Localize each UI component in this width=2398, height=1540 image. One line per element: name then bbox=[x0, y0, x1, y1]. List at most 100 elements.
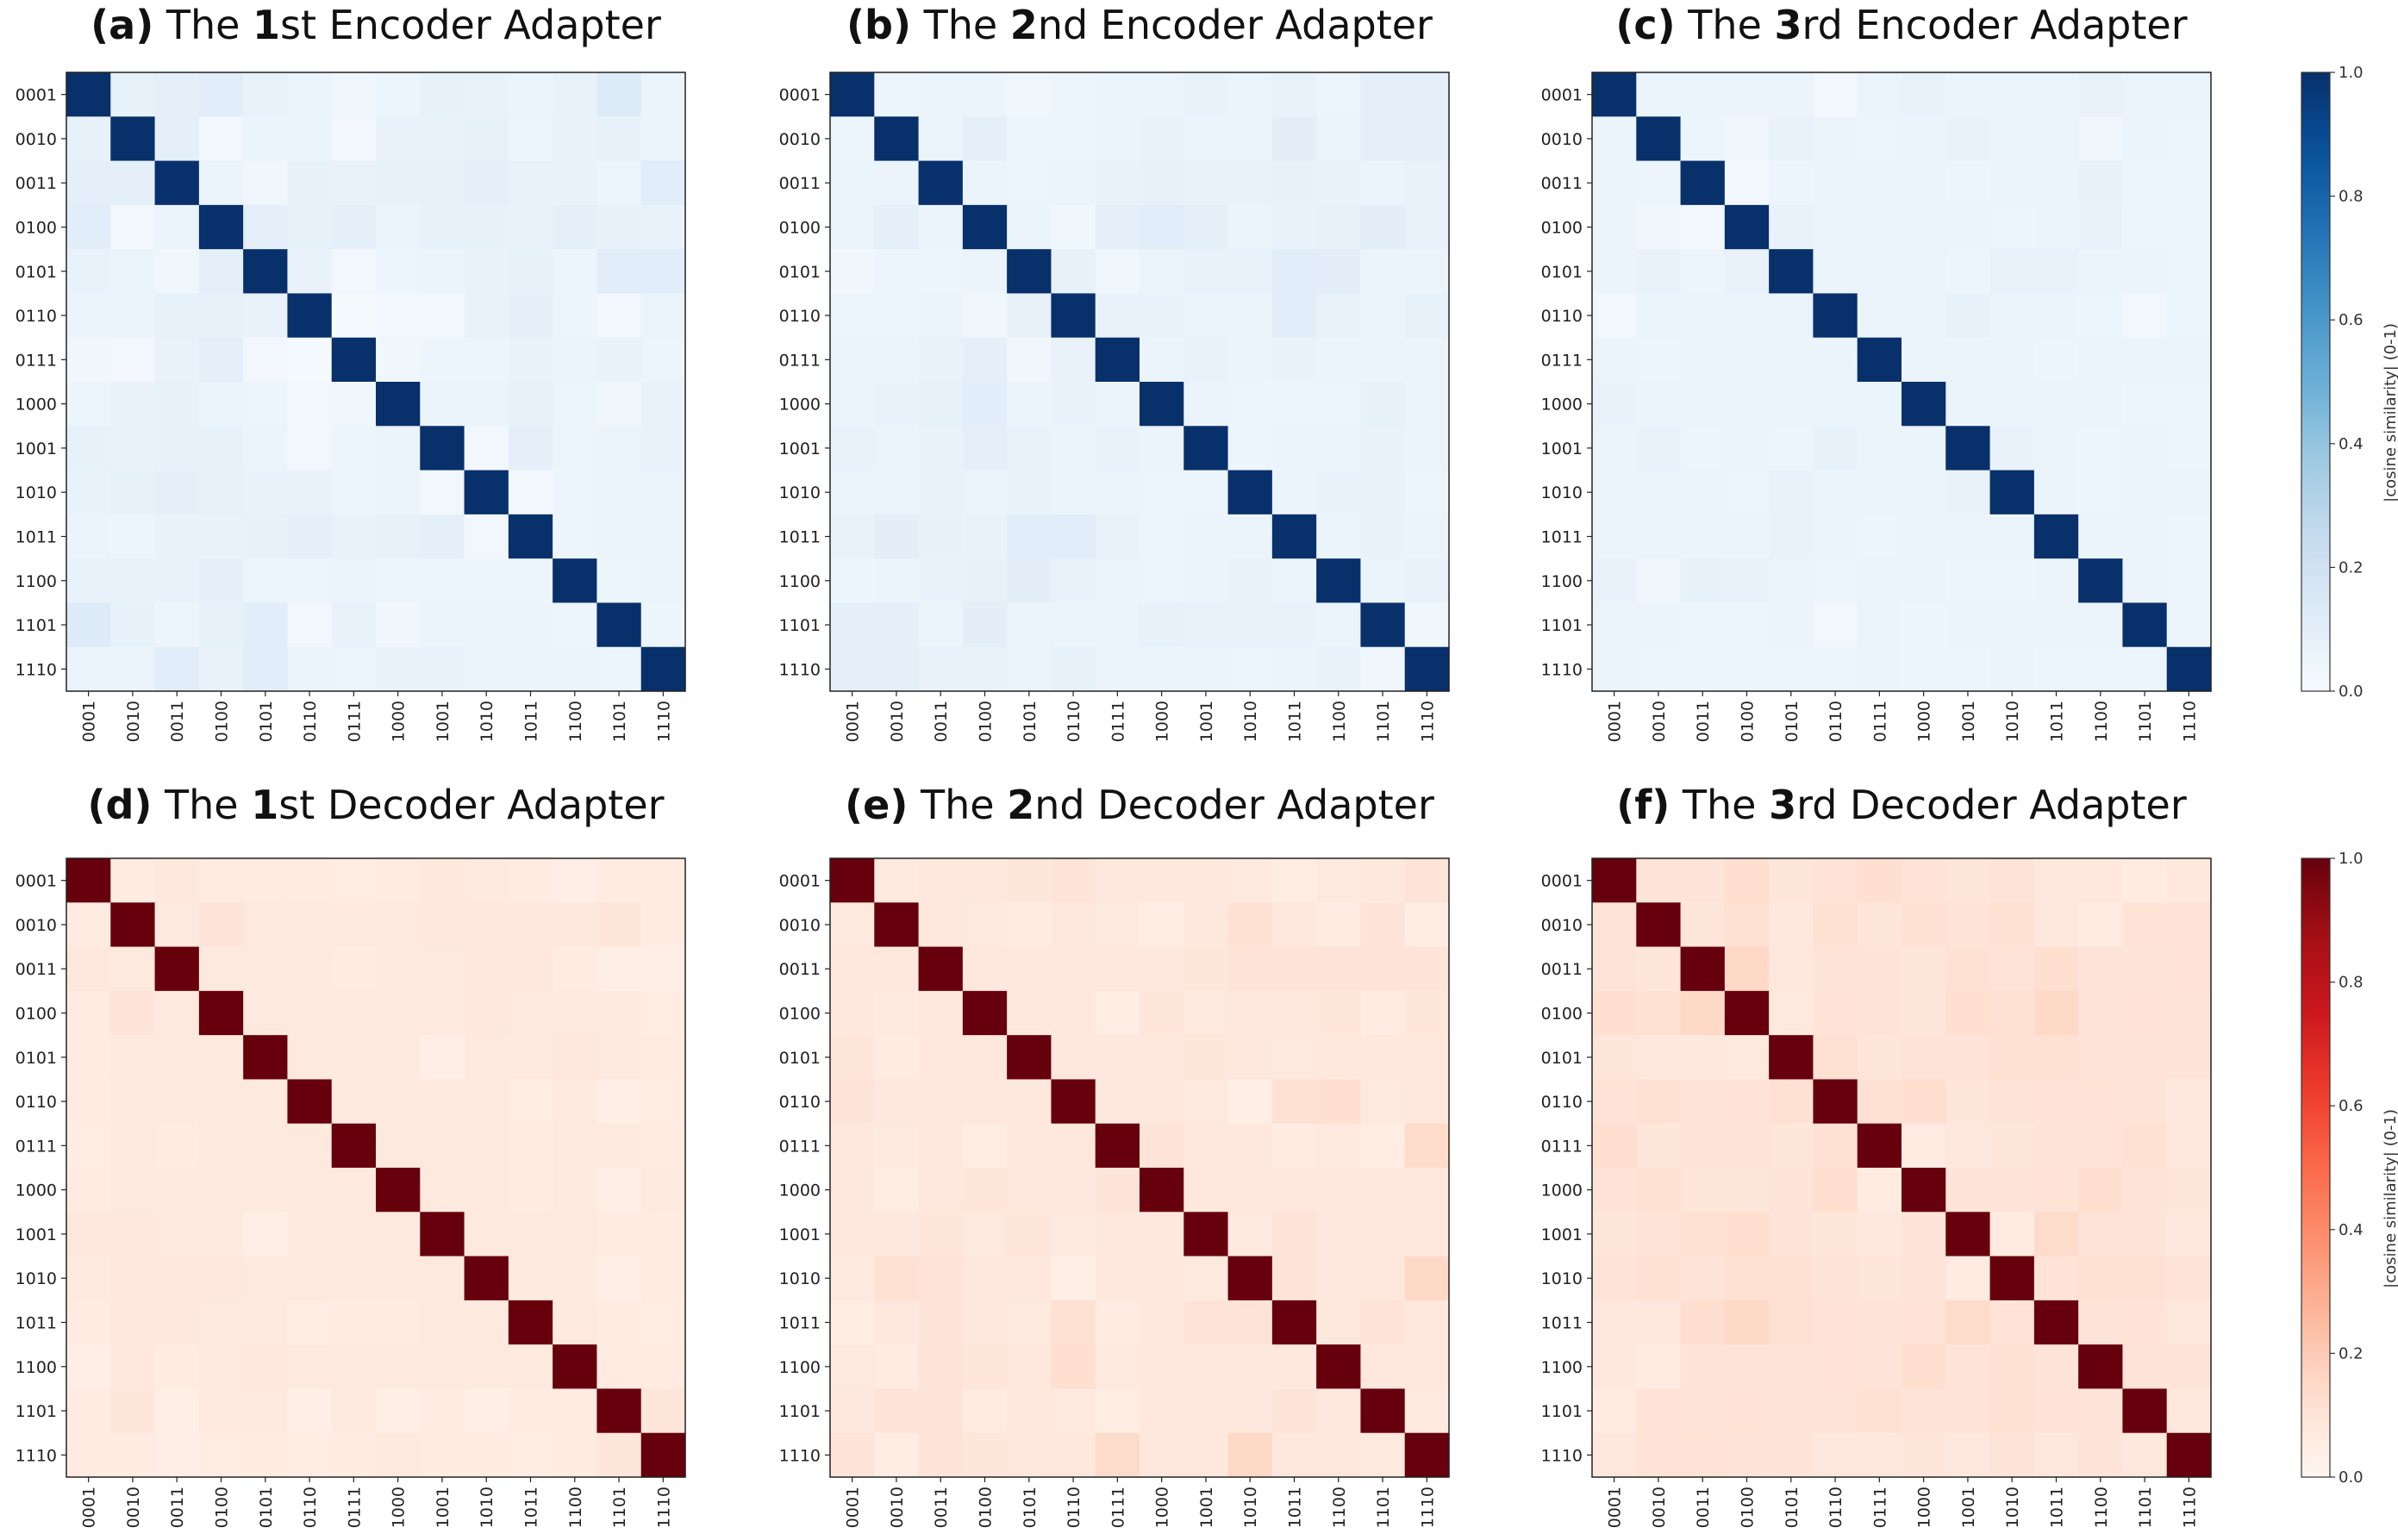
heatmap-cell bbox=[1140, 1344, 1184, 1390]
heatmap-cell bbox=[1902, 1079, 1946, 1125]
heatmap-cell bbox=[1902, 337, 1946, 383]
heatmap-cell bbox=[1902, 1256, 1946, 1301]
heatmap-cell bbox=[1813, 602, 1858, 648]
heatmap-cell bbox=[1636, 558, 1682, 604]
heatmap-cell bbox=[1271, 293, 1317, 339]
colorbar-tick-label: 1.0 bbox=[2339, 850, 2364, 868]
heatmap-cell bbox=[1902, 116, 1946, 162]
heatmap-cell bbox=[2166, 1256, 2212, 1301]
colorbar-reds: 0.0 0.2 0.4 0.6 0.8 1.0 |cosine similarity| (0… bbox=[2301, 850, 2398, 1487]
heatmap-cell bbox=[1183, 382, 1229, 427]
heatmap-cell bbox=[1857, 382, 1902, 427]
heatmap-title: (b) The 2nd Encoder Adapter bbox=[846, 2, 1433, 48]
heatmap-cell bbox=[1592, 1079, 1637, 1125]
heatmap-cell bbox=[1360, 470, 1406, 515]
heatmap-cell bbox=[1095, 204, 1140, 250]
heatmap-cell bbox=[1183, 558, 1229, 604]
heatmap-cell bbox=[376, 858, 421, 903]
heatmap-cell bbox=[1404, 1300, 1450, 1345]
heatmap-cell bbox=[918, 249, 964, 295]
heatmap-cell bbox=[1007, 1079, 1052, 1125]
heatmap-cell bbox=[1769, 337, 1814, 383]
heatmap-cell bbox=[1271, 602, 1317, 648]
heatmap-cell bbox=[1989, 249, 2035, 295]
heatmap-cell bbox=[1945, 426, 1991, 471]
heatmap-cell bbox=[110, 116, 156, 162]
heatmap-cell bbox=[154, 1168, 200, 1213]
x-tick-label: 1100 bbox=[2092, 701, 2111, 742]
heatmap-cell bbox=[918, 382, 964, 427]
heatmap-cell bbox=[1902, 1123, 1946, 1169]
heatmap-cell bbox=[2078, 1035, 2124, 1081]
heatmap-cell bbox=[420, 116, 465, 162]
heatmap-cell bbox=[962, 1344, 1008, 1390]
heatmap-cell bbox=[874, 470, 920, 515]
heatmap-cell bbox=[1051, 858, 1096, 903]
heatmap-cell bbox=[596, 1256, 642, 1301]
heatmap-cell bbox=[1271, 382, 1317, 427]
heatmap-cell bbox=[1945, 1168, 1991, 1213]
heatmap-cell bbox=[110, 514, 156, 559]
heatmap-cell bbox=[1769, 558, 1814, 604]
heatmap-cell bbox=[2078, 470, 2124, 515]
heatmap-cell bbox=[287, 1432, 333, 1478]
heatmap-cell bbox=[1051, 160, 1096, 206]
heatmap-cell bbox=[553, 858, 598, 903]
heatmap-cell bbox=[1316, 204, 1362, 250]
heatmap-cell bbox=[1680, 1079, 1726, 1125]
heatmap-cell bbox=[2033, 249, 2079, 295]
heatmap-cell bbox=[1360, 1432, 1406, 1478]
heatmap-cell bbox=[198, 558, 244, 604]
heatmap-cell bbox=[1007, 602, 1052, 648]
heatmap-cell bbox=[1227, 602, 1273, 648]
heatmap-cell bbox=[1227, 1079, 1273, 1125]
heatmap-cell bbox=[596, 946, 642, 992]
x-tick-label: 0111 bbox=[345, 1487, 364, 1528]
heatmap-cell bbox=[918, 1344, 964, 1390]
heatmap-cell bbox=[2078, 990, 2124, 1036]
heatmap-cell bbox=[1813, 646, 1858, 692]
heatmap-cell bbox=[1680, 426, 1726, 471]
x-tick-label: 0100 bbox=[213, 701, 232, 742]
x-tick-label: 0110 bbox=[301, 701, 320, 742]
heatmap-cell bbox=[376, 1300, 421, 1345]
heatmap-cell bbox=[154, 204, 200, 250]
heatmap-cell bbox=[2122, 426, 2168, 471]
heatmap-cell bbox=[596, 426, 642, 471]
heatmap-cell bbox=[110, 293, 156, 339]
heatmap-cell bbox=[110, 382, 156, 427]
heatmap-cell bbox=[1183, 1123, 1229, 1169]
heatmap-cell bbox=[1360, 1212, 1406, 1257]
heatmap-cell bbox=[1183, 337, 1229, 383]
heatmap-cell bbox=[66, 1256, 111, 1301]
heatmap-cell bbox=[1769, 116, 1814, 162]
heatmap-cell bbox=[1592, 1123, 1637, 1169]
heatmap-cell bbox=[1945, 116, 1991, 162]
heatmap-cell bbox=[1227, 1300, 1273, 1345]
heatmap-cell bbox=[918, 558, 964, 604]
heatmap-cell bbox=[1007, 426, 1052, 471]
heatmap-cell bbox=[640, 1212, 686, 1257]
heatmap-cell bbox=[110, 72, 156, 117]
heatmap-cell bbox=[508, 1256, 553, 1301]
heatmap-cell bbox=[2078, 1168, 2124, 1213]
heatmap-cell bbox=[1271, 558, 1317, 604]
heatmap-cell bbox=[243, 1123, 289, 1169]
heatmap-cell bbox=[1051, 337, 1096, 383]
heatmap-cell bbox=[962, 646, 1008, 692]
heatmap-cell bbox=[243, 1256, 289, 1301]
y-tick-label: 1000 bbox=[1541, 1181, 1583, 1200]
heatmap-cell bbox=[110, 1123, 156, 1169]
heatmap-cell bbox=[962, 902, 1008, 948]
heatmap-cell bbox=[2122, 382, 2168, 427]
heatmap-cell bbox=[1404, 160, 1450, 206]
heatmap-cell bbox=[376, 946, 421, 992]
heatmap-cell bbox=[464, 470, 509, 515]
heatmap-cell bbox=[1404, 1344, 1450, 1390]
heatmap-cell bbox=[1857, 646, 1902, 692]
heatmap-cell bbox=[1007, 558, 1052, 604]
heatmap-cell bbox=[198, 646, 244, 692]
x-tick-label: 0101 bbox=[1021, 701, 1040, 742]
heatmap-cell bbox=[1183, 1256, 1229, 1301]
heatmap-cell bbox=[962, 602, 1008, 648]
